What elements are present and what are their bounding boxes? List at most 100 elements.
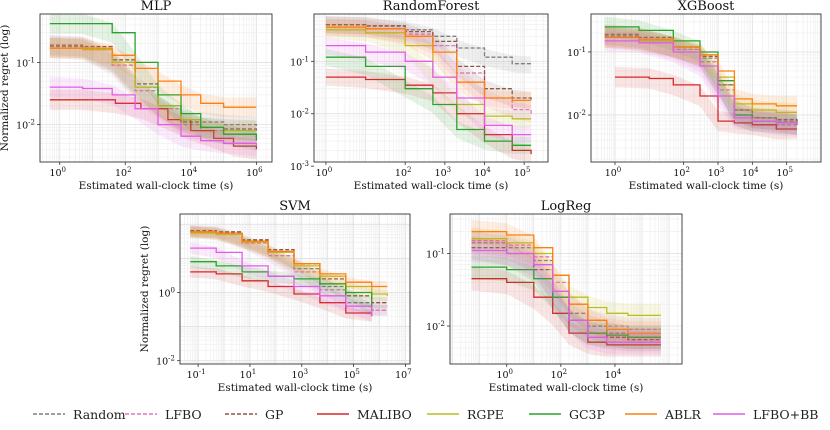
series-line-ablr <box>49 47 257 108</box>
band-rgpe <box>190 227 388 302</box>
legend-item-ablr: ABLR <box>624 404 701 424</box>
band-lfbo <box>604 27 797 137</box>
band-lfbo <box>190 226 388 316</box>
series-line-rgpe <box>190 232 388 296</box>
x-tick-label: 100 <box>496 368 513 381</box>
x-tick-label: 103 <box>435 166 452 179</box>
legend-label: LFBO+BB <box>753 406 819 422</box>
x-axis-label: Estimated wall-clock time (s) <box>489 382 644 394</box>
band-random <box>325 16 532 74</box>
band-malibo <box>471 266 661 357</box>
band-ablr <box>49 38 257 118</box>
x-axis-label: Estimated wall-clock time (s) <box>354 180 509 192</box>
legend-item-random: Random <box>32 404 126 424</box>
band-random <box>471 231 661 349</box>
y-tick-label: 10-1 <box>290 55 309 68</box>
x-axis-label: Estimated wall-clock time (s) <box>79 180 234 192</box>
band-lfbo+bb <box>325 37 532 144</box>
x-axis-label: Estimated wall-clock time (s) <box>629 180 784 192</box>
band-lfbo <box>49 38 257 147</box>
y-tick-label: 10-2 <box>156 355 175 368</box>
series-line-lfbo+bb <box>49 86 258 147</box>
y-tick-label: 10-2 <box>290 108 309 121</box>
plot-area <box>591 14 821 162</box>
band-lfbo+bb <box>190 242 372 322</box>
plot-area <box>314 14 548 162</box>
band-gc3p <box>49 14 257 151</box>
band-rgpe <box>49 38 257 141</box>
x-tick-label: 103 <box>291 368 308 381</box>
y-tick-label: 10-2 <box>16 119 35 132</box>
series-line-lfbo+bb <box>471 249 661 343</box>
x-tick-label: 104 <box>605 368 622 381</box>
x-axis-label: Estimated wall-clock time (s) <box>218 382 373 394</box>
x-tick-label: 107 <box>395 368 412 381</box>
plot-frame <box>39 13 273 163</box>
panel-logreg: LogReg 100 102 104 10-2 10-1 Estimated wall-cl… <box>426 199 683 394</box>
band-gp <box>471 236 661 352</box>
y-tick-label: 100 <box>158 286 175 299</box>
x-tick-label: 101 <box>240 368 257 381</box>
legend-label: LFBO <box>165 406 202 422</box>
panel-title: LogReg <box>541 199 592 214</box>
x-tick-label: 105 <box>776 166 793 179</box>
band-gp <box>604 24 797 132</box>
band-random <box>604 25 797 136</box>
legend-swatch <box>317 413 349 415</box>
band-rgpe <box>325 21 532 128</box>
band-lfbo <box>471 229 661 342</box>
panel-mlp: MLP 100 102 104 106 10-2 10-1 Estimated wall-cl… <box>0 0 273 192</box>
legend-item-lfbo+bb: LFBO+BB <box>712 404 819 424</box>
x-tick-label: 104 <box>742 166 759 179</box>
band-lfbo+bb <box>49 77 257 157</box>
legend-label: GC3P <box>569 406 605 422</box>
panel-title: XGBoost <box>678 0 736 14</box>
band-gc3p <box>471 255 661 349</box>
x-tick-label: 102 <box>673 166 690 179</box>
legend-item-rgpe: RGPE <box>426 404 504 424</box>
series-line-ablr <box>471 230 661 334</box>
panel-title: SVM <box>279 199 311 214</box>
series-line-lfbo+bb <box>190 247 373 317</box>
x-tick-label: 106 <box>246 166 263 179</box>
x-tick-label: 105 <box>343 368 360 381</box>
panel-randomforest: RandomForest 100 102 103 104 105 10-3 10-2 10-1 E… <box>290 0 549 192</box>
y-tick-label: 10-2 <box>567 109 586 122</box>
y-tick-label: 10-3 <box>290 160 309 173</box>
panel-svm: SVM 10-1 101 103 105 107 10-2 100 Estimated wall… <box>139 199 412 394</box>
series-line-ablr <box>604 36 797 107</box>
series-line-gp <box>325 24 532 101</box>
series-line-malibo <box>615 76 797 130</box>
x-tick-label: 104 <box>181 166 198 179</box>
legend-label: RGPE <box>467 406 504 422</box>
legend: Random LFBO GP MALIBO RGPE GC3P ABLR LFBO+BB <box>0 404 830 426</box>
x-tick-label: 102 <box>395 166 412 179</box>
series-line-gc3p <box>49 22 258 141</box>
x-tick-label: 105 <box>514 166 531 179</box>
band-ablr <box>471 219 661 345</box>
series-line-lfbo+bb <box>325 44 532 136</box>
legend-swatch <box>625 413 657 415</box>
legend-swatch <box>33 413 65 415</box>
x-tick-label: 100 <box>316 166 333 179</box>
plot-frame <box>449 213 683 365</box>
panel-title: RandomForest <box>383 0 480 14</box>
plot-frame <box>179 213 411 365</box>
band-lfbo <box>325 18 532 123</box>
band-rgpe <box>471 227 661 328</box>
y-tick-label: 10-1 <box>426 247 445 260</box>
legend-label: ABLR <box>665 406 701 422</box>
legend-label: GP <box>265 406 284 422</box>
band-malibo <box>615 66 797 140</box>
band-lfbo+bb <box>471 238 661 354</box>
legend-item-malibo: MALIBO <box>316 404 412 424</box>
series-line-lfbo+bb <box>604 40 798 125</box>
series-line-malibo <box>49 99 258 150</box>
series-line-gc3p <box>325 56 532 146</box>
y-tick-label: 10-1 <box>567 46 586 59</box>
x-tick-label: 104 <box>474 166 491 179</box>
series-line-ablr <box>325 26 532 102</box>
legend-item-lfbo: LFBO <box>124 404 202 424</box>
band-gp <box>49 35 257 141</box>
panel-xgboost: XGBoost 100 102 103 104 105 10-2 10-1 Estimated … <box>567 0 822 192</box>
